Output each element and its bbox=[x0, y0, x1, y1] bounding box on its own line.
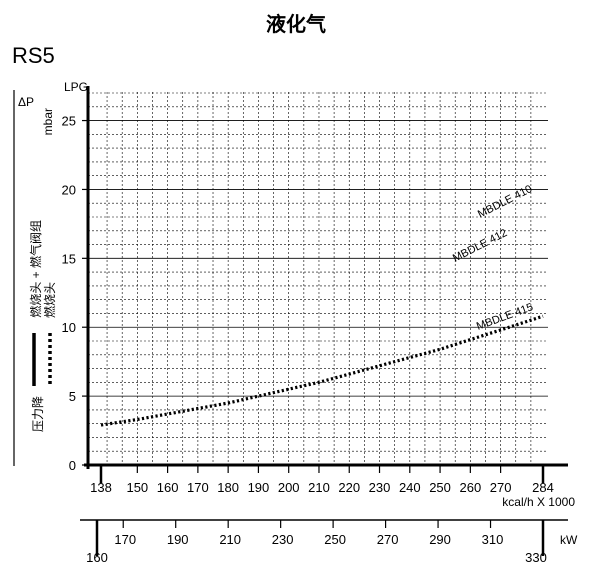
x-tick-label: 240 bbox=[399, 480, 421, 495]
series-line-mbdle-415 bbox=[100, 314, 544, 427]
x2-tick-label: 230 bbox=[272, 532, 294, 547]
x-tick-label: 170 bbox=[187, 480, 209, 495]
x-tick-label: 160 bbox=[157, 480, 179, 495]
x-tick-label: 284 bbox=[532, 480, 554, 495]
side-label-pressure-drop: 压力降 bbox=[31, 396, 45, 432]
x2-tick-label: 290 bbox=[429, 532, 451, 547]
x-tick-label: 138 bbox=[90, 480, 112, 495]
x-tick-label: 200 bbox=[278, 480, 300, 495]
x2-tick-label: 170 bbox=[114, 532, 136, 547]
x-tick-label: 190 bbox=[248, 480, 270, 495]
x-tick-label: 260 bbox=[459, 480, 481, 495]
x2-tick-label: 210 bbox=[219, 532, 241, 547]
x-tick-label: 220 bbox=[338, 480, 360, 495]
chart-title: 液化气 bbox=[266, 12, 326, 36]
y-tick-label: 20 bbox=[62, 182, 76, 197]
x-tick-label: 210 bbox=[308, 480, 330, 495]
x2-axis-label: kW bbox=[560, 533, 578, 547]
x2-tick-label: 270 bbox=[377, 532, 399, 547]
x2-tick-label: 330 bbox=[525, 550, 547, 564]
grid bbox=[88, 92, 548, 465]
tick-labels: 0 5 10 15 20 25 138 150 160 170 180 190 200 210 220 230… bbox=[62, 114, 554, 564]
y-tick-label: 0 bbox=[69, 458, 76, 473]
series bbox=[100, 314, 544, 427]
x2-tick-label: 250 bbox=[324, 532, 346, 547]
y-axis-symbol: ΔP bbox=[18, 95, 34, 109]
y-tick-label: 10 bbox=[62, 320, 76, 335]
curve-label-mbdle-410: MBDLE 410 bbox=[476, 183, 534, 221]
side-label-head: 燃烧头 bbox=[42, 282, 57, 318]
y-tick-label: 5 bbox=[69, 389, 76, 404]
x-tick-label: 270 bbox=[490, 480, 512, 495]
x-tick-label: 150 bbox=[126, 480, 148, 495]
x2-tick-label: 160 bbox=[86, 550, 108, 564]
model-label: RS5 bbox=[12, 43, 55, 68]
x-axis-label: kcal/h X 1000 bbox=[502, 495, 575, 509]
fuel-label: LPG bbox=[64, 80, 88, 94]
y-axis-unit: mbar bbox=[41, 108, 55, 135]
x-tick-label: 230 bbox=[369, 480, 391, 495]
side-label-head-valve: 燃烧头 + 燃气阀组 bbox=[28, 220, 43, 318]
axes bbox=[80, 86, 568, 556]
x-tick-label: 180 bbox=[217, 480, 239, 495]
x2-tick-label: 310 bbox=[482, 532, 504, 547]
x-tick-label: 250 bbox=[429, 480, 451, 495]
y-tick-label: 15 bbox=[62, 251, 76, 266]
y-tick-label: 25 bbox=[62, 114, 76, 129]
x2-tick-label: 190 bbox=[167, 532, 189, 547]
